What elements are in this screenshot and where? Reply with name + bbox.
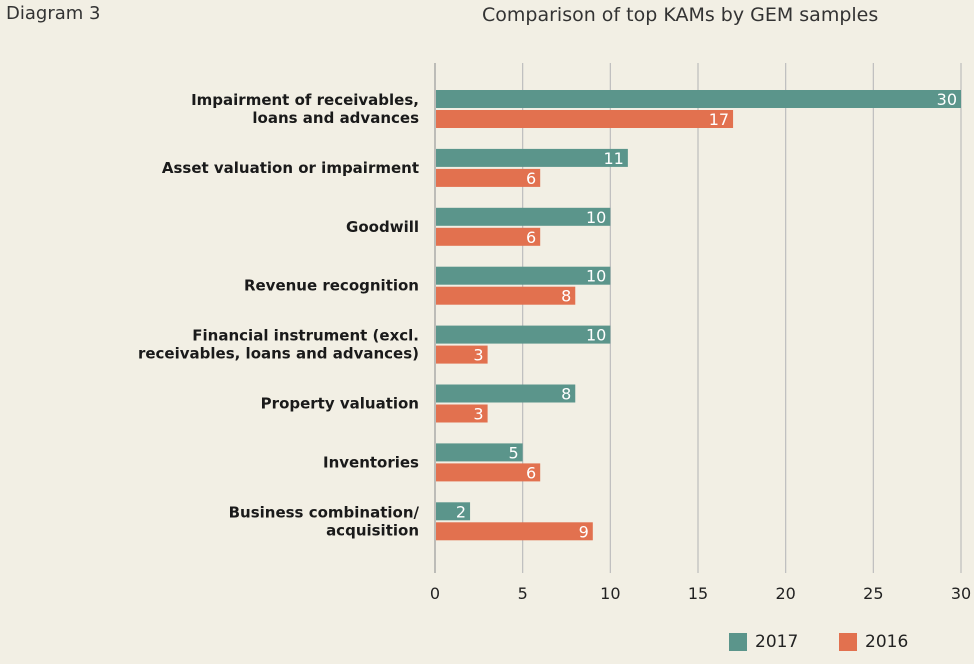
bar-2017: [436, 266, 611, 285]
bar-2016: [436, 345, 488, 364]
bar-2016: [436, 286, 576, 305]
category-label: Financial instrument (excl.: [192, 327, 419, 345]
category-label: acquisition: [326, 521, 419, 539]
data-label-2017: 5: [508, 443, 518, 462]
bar-2016: [436, 168, 541, 187]
category-label: Inventories: [323, 453, 419, 471]
legend-item-2017: 2017: [729, 632, 798, 652]
legend-swatch-2017: [729, 633, 747, 651]
data-label-2017: 2: [456, 502, 466, 521]
category-label: Impairment of receivables,: [191, 91, 419, 109]
legend-item-2016: 2016: [839, 632, 908, 652]
bar-2016: [436, 463, 541, 482]
bar-2016: [436, 522, 593, 541]
bar-2016: [436, 227, 541, 246]
category-label: loans and advances: [252, 109, 419, 127]
data-label-2016: 3: [473, 346, 483, 365]
data-label-2017: 8: [561, 385, 571, 404]
x-tick-label: 25: [863, 584, 883, 603]
category-label: Property valuation: [261, 395, 419, 413]
diagram-label: Diagram 3: [6, 3, 101, 24]
data-label-2016: 9: [579, 522, 589, 541]
data-label-2017: 10: [586, 326, 606, 345]
bar-2017: [436, 90, 961, 108]
data-label-2016: 6: [526, 228, 536, 247]
x-tick-label: 20: [775, 584, 795, 603]
bar-2017: [436, 502, 471, 521]
bar-2016: [436, 404, 488, 423]
data-label-2017: 10: [586, 267, 606, 286]
x-tick-label: 15: [688, 584, 708, 603]
bar-2017: [436, 207, 611, 226]
bar-2017: [436, 443, 523, 462]
legend-swatch-2016: [839, 633, 857, 651]
data-label-2017: 30: [937, 90, 957, 109]
category-label: receivables, loans and advances): [138, 345, 419, 363]
category-label: Revenue recognition: [244, 277, 419, 295]
data-label-2016: 8: [561, 287, 571, 306]
x-tick-label: 30: [951, 584, 971, 603]
data-label-2017: 10: [586, 208, 606, 227]
chart-title: Comparison of top KAMs by GEM samples: [482, 4, 879, 26]
data-label-2016: 17: [709, 110, 729, 129]
x-tick-label: 10: [600, 584, 620, 603]
bar-2017: [436, 384, 576, 403]
legend-label-2016: 2016: [865, 632, 909, 652]
x-tick-label: 0: [430, 584, 440, 603]
data-label-2016: 6: [526, 463, 536, 482]
bar-2016: [436, 110, 734, 128]
legend-label-2017: 2017: [755, 632, 799, 652]
data-label-2016: 6: [526, 169, 536, 188]
category-label: Asset valuation or impairment: [162, 159, 419, 177]
category-label: Business combination/: [229, 503, 420, 521]
bar-2017: [436, 148, 628, 167]
data-label-2017: 11: [604, 149, 624, 168]
bar-2017: [436, 325, 611, 344]
category-label: Goodwill: [346, 218, 419, 236]
x-tick-label: 5: [518, 584, 528, 603]
data-label-2016: 3: [473, 405, 483, 424]
